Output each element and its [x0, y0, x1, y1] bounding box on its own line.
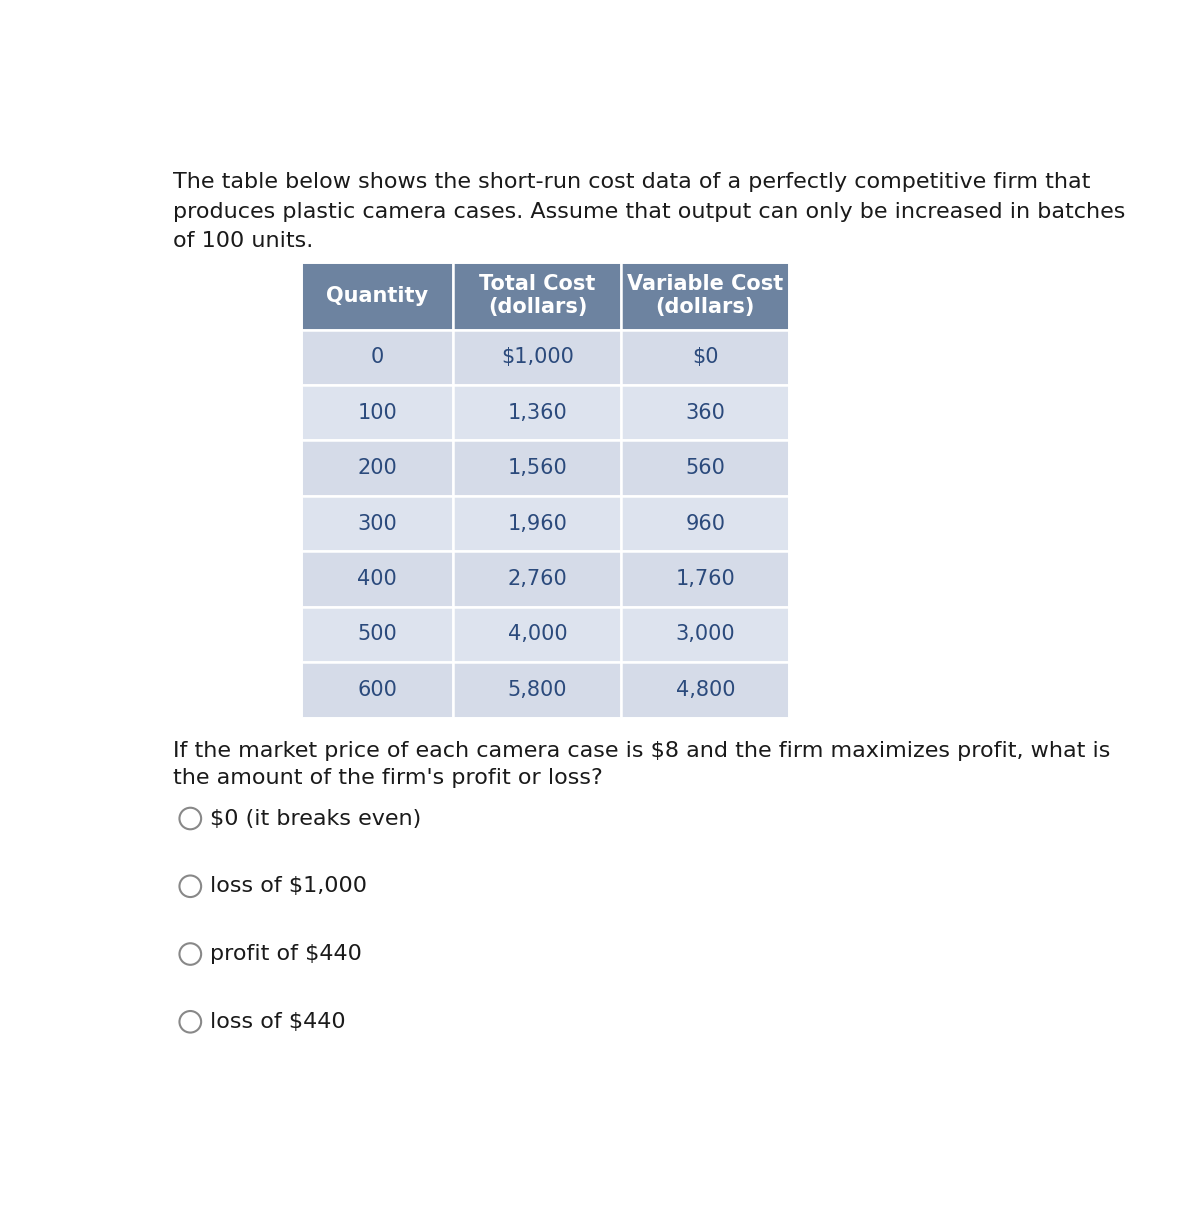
Text: 300: 300: [358, 514, 397, 533]
Text: Variable Cost
(dollars): Variable Cost (dollars): [628, 274, 784, 318]
Text: 1,960: 1,960: [508, 514, 568, 533]
Bar: [301, 261, 790, 717]
Bar: [454, 440, 622, 495]
Bar: [622, 261, 790, 329]
Text: 3,000: 3,000: [676, 625, 736, 644]
Bar: [622, 384, 790, 440]
Text: 2,760: 2,760: [508, 569, 568, 589]
Text: 600: 600: [358, 680, 397, 700]
Bar: [454, 261, 622, 329]
Bar: [301, 662, 454, 717]
Bar: [454, 606, 622, 662]
Text: $0: $0: [692, 347, 719, 367]
Bar: [301, 606, 454, 662]
Bar: [622, 662, 790, 717]
Text: 1,360: 1,360: [508, 403, 568, 423]
Bar: [622, 606, 790, 662]
Text: 360: 360: [685, 403, 725, 423]
Text: profit of $440: profit of $440: [210, 944, 362, 963]
Text: 400: 400: [358, 569, 397, 589]
Circle shape: [180, 876, 202, 897]
Text: 4,000: 4,000: [508, 625, 568, 644]
Bar: [301, 551, 454, 606]
Bar: [454, 662, 622, 717]
Bar: [622, 329, 790, 384]
Bar: [301, 384, 454, 440]
Text: loss of $440: loss of $440: [210, 1011, 346, 1031]
Circle shape: [180, 808, 202, 829]
Text: 200: 200: [358, 458, 397, 478]
Text: 960: 960: [685, 514, 725, 533]
Bar: [301, 440, 454, 495]
Text: Total Cost
(dollars): Total Cost (dollars): [479, 274, 595, 318]
Bar: [301, 261, 454, 329]
Text: 1,560: 1,560: [508, 458, 568, 478]
Text: 4,800: 4,800: [676, 680, 736, 700]
Text: $1,000: $1,000: [502, 347, 574, 367]
Text: 100: 100: [358, 403, 397, 423]
Circle shape: [180, 1011, 202, 1032]
Bar: [622, 495, 790, 551]
Text: 1,760: 1,760: [676, 569, 736, 589]
Bar: [301, 329, 454, 384]
Text: the amount of the firm's profit or loss?: the amount of the firm's profit or loss?: [173, 769, 604, 788]
Bar: [622, 551, 790, 606]
Text: The table below shows the short-run cost data of a perfectly competitive firm th: The table below shows the short-run cost…: [173, 172, 1091, 192]
Text: loss of $1,000: loss of $1,000: [210, 876, 367, 896]
Bar: [454, 384, 622, 440]
Text: of 100 units.: of 100 units.: [173, 230, 313, 251]
Text: 500: 500: [358, 625, 397, 644]
Text: 0: 0: [371, 347, 384, 367]
Text: 560: 560: [685, 458, 725, 478]
Text: produces plastic camera cases. Assume that output can only be increased in batch: produces plastic camera cases. Assume th…: [173, 202, 1126, 222]
Bar: [622, 440, 790, 495]
Text: 5,800: 5,800: [508, 680, 568, 700]
Bar: [301, 495, 454, 551]
Bar: [454, 329, 622, 384]
Text: $0 (it breaks even): $0 (it breaks even): [210, 808, 421, 828]
Bar: [454, 551, 622, 606]
Circle shape: [180, 944, 202, 965]
Text: Quantity: Quantity: [326, 286, 428, 306]
Text: If the market price of each camera case is $8 and the firm maximizes profit, wha: If the market price of each camera case …: [173, 740, 1111, 760]
Bar: [454, 495, 622, 551]
